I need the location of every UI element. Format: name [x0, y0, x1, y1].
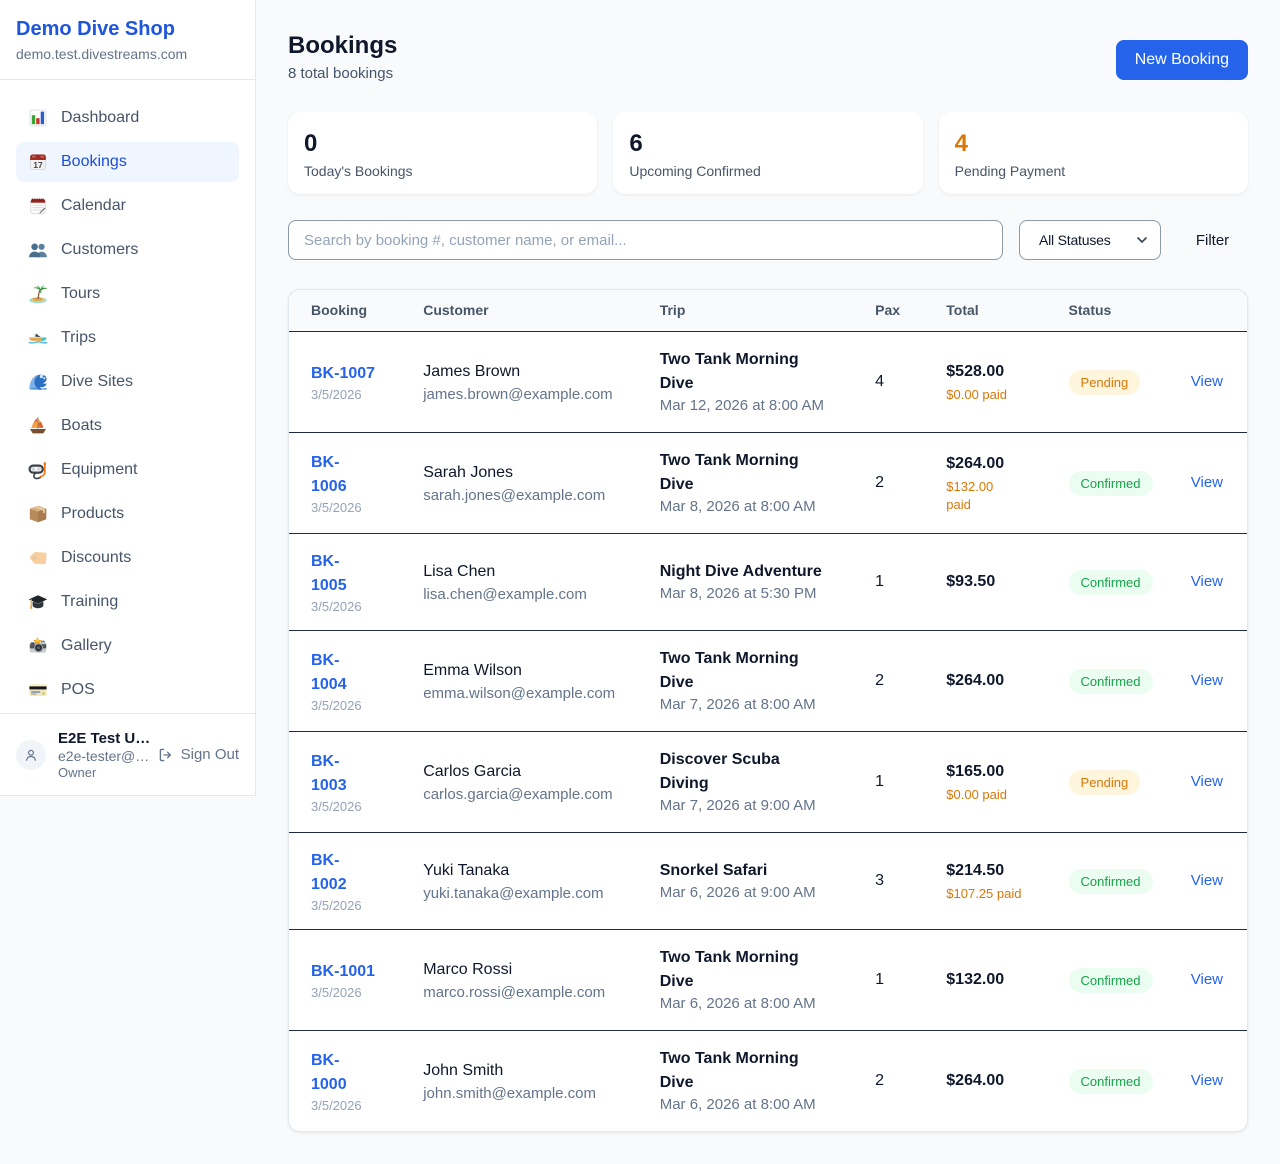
svg-text:17: 17	[33, 160, 43, 170]
